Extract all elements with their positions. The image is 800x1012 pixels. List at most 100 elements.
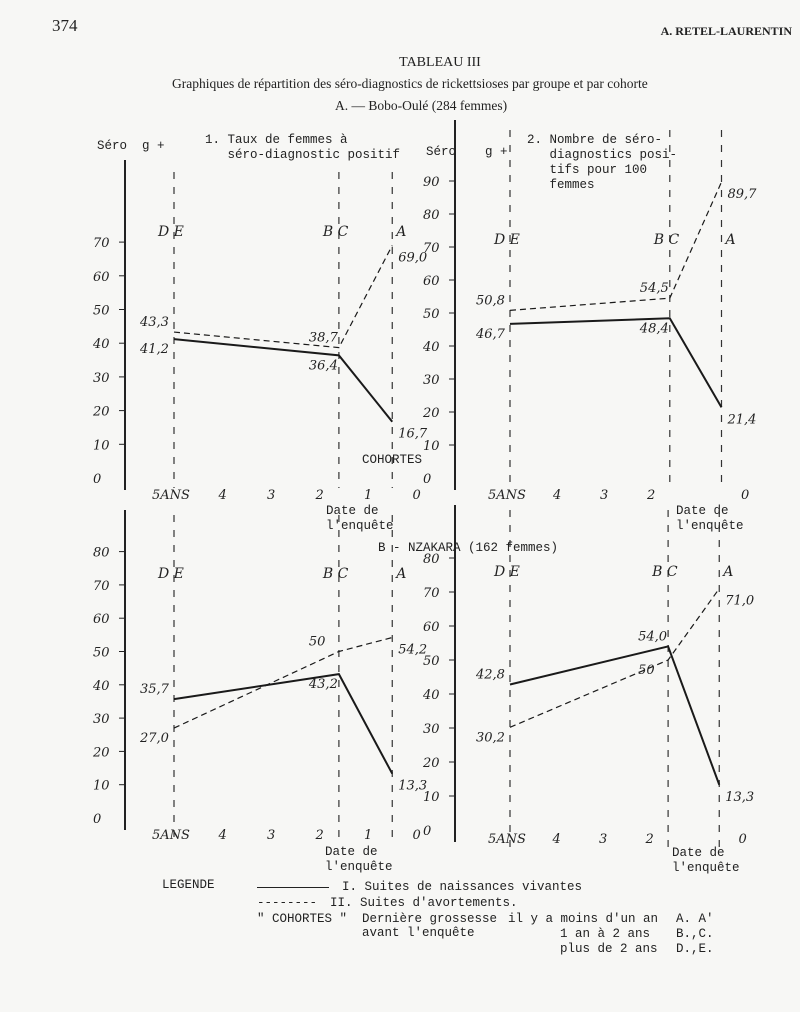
chart2-y-tick-label: 60 [423,274,440,289]
legend-dashed-line: -------- [257,896,318,910]
chart1-data-label: 36,4 [309,358,338,373]
chart2-x-tick-label: 2 [646,488,655,503]
chart3-x-tick-label: 1 [364,828,372,843]
table-subtitle: Graphiques de répartition des séro-diagn… [172,76,648,91]
chart3-cohort-label: D E [157,566,184,582]
chart3-x-tick-label: 5ANS [152,828,190,843]
legend-code-1: A. A' [676,912,714,926]
chart1-cohort-label: B C [322,224,349,240]
section-b-heading: B - NZAKARA (162 femmes) [378,541,559,555]
chart1-y-tick-label: 50 [93,304,110,319]
chart3-y-tick-label: 0 [93,812,101,827]
legend-solid-line [257,887,329,888]
chart2-x-tick-label: 4 [552,488,561,503]
chart4-x-tick-label: 3 [599,832,607,847]
chart4-x-tick-label: 5ANS [488,832,526,847]
chart1-x-tick-label: 4 [218,488,227,503]
chart2-cohort-label: A [724,232,736,248]
chart4-y-tick-label: 0 [423,824,431,839]
running-header-author: A. RETEL-LAURENTIN [660,24,792,38]
chart2-cohort-label: B C [653,232,680,248]
date-label-chart3: Date de l'enquête [325,845,393,874]
chart4-x-tick-label: 4 [552,832,561,847]
legend-period-2: 1 an à 2 ans [560,927,651,941]
chart4-series-abortions [509,588,720,728]
date-label-chart1: Date de l'enquête [326,504,394,533]
chart2-cohort-label: D E [493,232,520,248]
chart4-cohort-label: B C [651,564,678,580]
chart2-x-tick-label: 3 [600,488,608,503]
legend-title: LEGENDE [162,878,215,892]
chart4-y-tick-label: 40 [422,688,440,703]
table-title: TABLEAU III [399,55,481,70]
chart1-data-label: 38,7 [309,331,339,346]
y-axis-heading-left: Séro g + [97,139,165,153]
chart2-y-tick-label: 70 [423,241,440,256]
chart1-cohort-label: D E [157,224,184,240]
chart4-series-live-births [509,645,721,786]
legend-desc: Dernière grossesse avant l'enquête [362,912,498,940]
chart3-x-tick-label: 2 [315,828,324,843]
chart2-title: 2. Nombre de séro- diagnostics posi- tif… [527,133,678,192]
chart3-y-tick-label: 30 [93,712,110,727]
chart2-series-abortions [509,181,723,311]
chart1-x-tick-label: 5ANS [152,488,190,503]
chart4-y-tick-label: 50 [423,654,440,669]
chart1-y-tick-label: 30 [93,371,110,386]
chart1-series-live-births [173,338,394,423]
chart1-y-tick-label: 70 [93,236,110,251]
y-axis-heading-right-sero: Séro [426,145,457,159]
chart3-data-label: 13,3 [398,779,427,794]
page-number: 374 [52,16,78,35]
chart2-y-tick-label: 30 [423,373,440,388]
y-axis-heading-right-g: g + [485,145,508,159]
legend-code-2: B.,C. [676,927,714,941]
chart2-y-tick-label: 80 [423,208,440,223]
chart4-y-tick-label: 20 [422,756,440,771]
chart3-data-label: 43,2 [308,677,338,692]
chart4-data-label: 50 [638,663,655,678]
chart3-x-tick-label: 4 [218,828,227,843]
chart2-data-label: 48,4 [639,321,669,336]
chart2-y-tick-label: 40 [422,340,440,355]
chart4-y-tick-label: 80 [423,552,440,567]
legend-code-3: D.,E. [676,942,714,956]
chart3-x-tick-label: 0 [413,828,421,843]
chart2-data-label: 54,5 [640,281,669,296]
chart1-series-abortions [173,245,393,349]
chart3-data-label: 27,0 [139,731,169,746]
chart2-y-tick-label: 20 [422,406,440,421]
chart2-data-label: 50,8 [476,293,505,308]
chart3-x-tick-label: 3 [267,828,275,843]
chart2-x-tick-label: 0 [741,488,749,503]
chart1-x-tick-label: 2 [315,488,324,503]
chart4-x-tick-label: 2 [645,832,654,847]
chart4-y-tick-label: 30 [423,722,440,737]
legend-period-3: plus de 2 ans [560,942,658,956]
chart2-data-label: 89,7 [728,187,758,202]
chart1-title: 1. Taux de femmes à séro-diagnostic posi… [205,133,401,162]
chart4-cohort-label: A [721,564,733,580]
legend-period-1: il y a moins d'un an [508,912,659,926]
legend-dashed-label: II. Suites d'avortements. [330,896,518,910]
chart4-data-label: 54,0 [638,629,667,644]
chart2-y-tick-label: 90 [423,175,440,190]
chart2-y-tick-label: 10 [423,439,440,454]
chart2-x-tick-label: 5ANS [488,488,526,503]
chart3-y-tick-label: 80 [93,546,110,561]
chart3-y-tick-label: 60 [93,612,110,627]
chart1-y-tick-label: 20 [92,405,110,420]
chart3-y-tick-label: 20 [92,745,110,760]
chart4-data-label: 71,0 [725,594,754,609]
chart4-y-tick-label: 70 [423,586,440,601]
chart4-y-tick-label: 60 [423,620,440,635]
chart3-data-label: 54,2 [398,643,427,658]
chart4-data-label: 13,3 [725,790,754,805]
chart2-y-tick-label: 0 [423,472,431,487]
chart1-x-tick-label: 0 [413,488,421,503]
chart3-series-abortions [173,636,393,729]
chart4-y-tick-label: 10 [423,790,440,805]
chart1-data-label: 69,0 [398,250,427,265]
